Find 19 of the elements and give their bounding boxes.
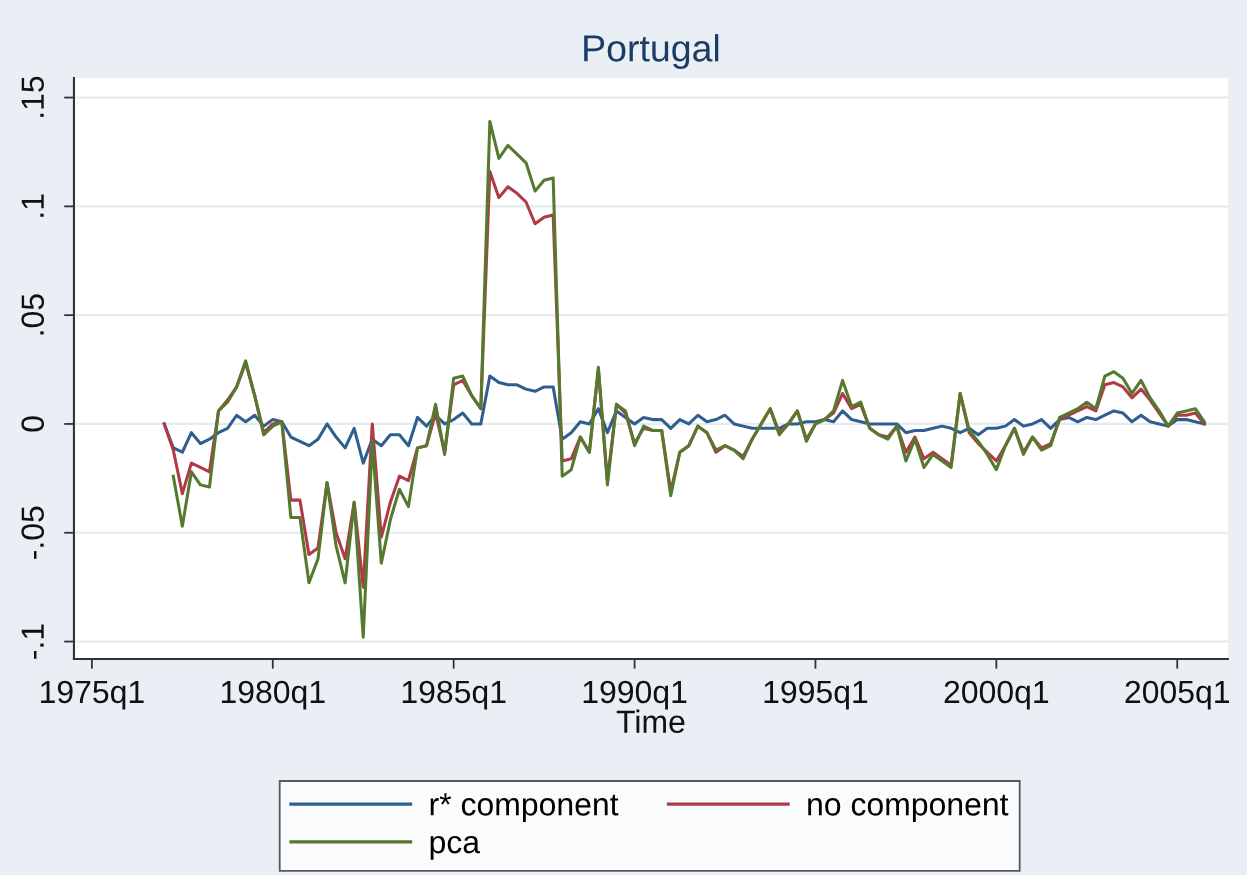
chart-title: Portugal <box>584 34 719 70</box>
x-tick-label: 2005q1 <box>1125 680 1229 710</box>
y-tick-label: -.05 <box>21 506 45 559</box>
y-tick-label: -.1 <box>21 624 44 659</box>
x-tick-label: 1985q1 <box>402 680 506 710</box>
x-tick-label: 1980q1 <box>221 680 325 710</box>
legend-label: r* component <box>430 793 619 822</box>
y-tick-label: .15 <box>21 76 45 117</box>
line-series <box>171 119 1206 639</box>
x-tick-label: 1995q1 <box>764 680 868 710</box>
x-axis-title: Time <box>616 709 685 734</box>
y-tick-label: .1 <box>21 194 44 217</box>
y-tick-label: 0 <box>21 416 45 432</box>
y-tick-label: .05 <box>21 294 45 335</box>
x-tick-label: 2000q1 <box>944 680 1049 710</box>
x-tick-label: 1975q1 <box>41 680 144 710</box>
x-tick-label: 1990q1 <box>583 680 687 710</box>
legend-label: no component <box>808 794 1009 822</box>
legend-label: pca <box>430 835 481 860</box>
